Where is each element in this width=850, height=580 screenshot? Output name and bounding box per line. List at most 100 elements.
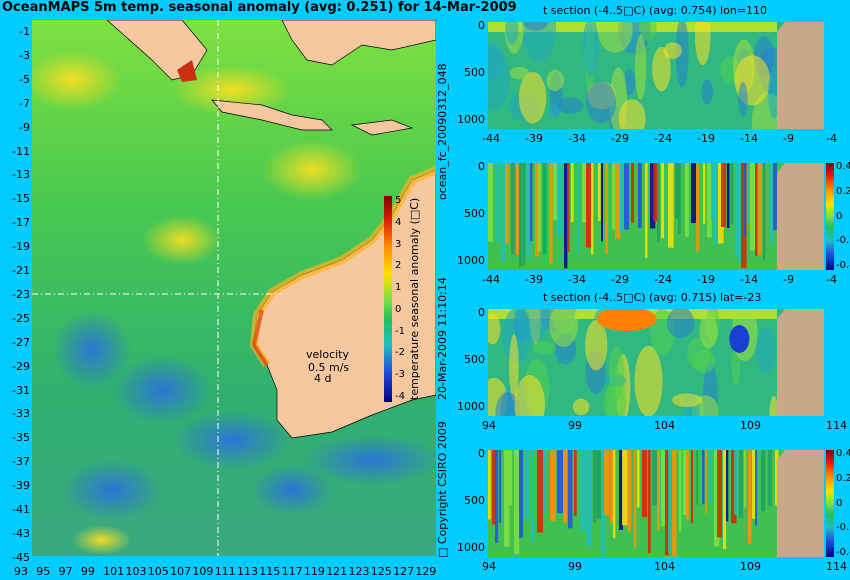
lon-tick-label: 109 xyxy=(192,565,214,578)
anomaly-colorbar-tick: 5 xyxy=(395,195,402,206)
velocity-colorbar-tick: 0.4 xyxy=(836,161,850,172)
velocity-colorbar-tick: 0 xyxy=(836,210,843,222)
section-land xyxy=(776,309,824,416)
lon-tick-label: 127 xyxy=(393,565,415,578)
section-x-tick: 99 xyxy=(568,419,582,432)
lon-tick-label: 93 xyxy=(14,565,28,578)
lat-tick-label: -9 xyxy=(19,120,30,134)
section-x-tick: -34 xyxy=(568,273,586,286)
section-plot xyxy=(488,450,824,557)
anomaly-colorbar-label: temperature seasonal anomaly (□C) xyxy=(408,197,421,400)
anomaly-colorbar-tick: 2 xyxy=(395,260,402,272)
anomaly-colorbar-tick: -2 xyxy=(395,347,405,359)
lat-tick-label: -27 xyxy=(12,335,30,349)
lon-tick-label: 103 xyxy=(125,565,147,578)
anomaly-colorbar-tick: 4 xyxy=(395,216,402,228)
copyright-label: □ Copyright CSIRO 2009 xyxy=(436,421,449,558)
lon-tick-label: 117 xyxy=(281,565,303,578)
anomaly-colorbar-tick: 0 xyxy=(395,303,402,315)
section-depth-tick: 0 xyxy=(478,160,485,173)
section-x-tick: -24 xyxy=(654,273,672,286)
lon-tick-label: 113 xyxy=(237,565,258,578)
lat-tick-label: -19 xyxy=(12,240,30,254)
section-plot xyxy=(488,22,824,129)
lat-tick-label: -39 xyxy=(12,479,30,493)
anomaly-map xyxy=(32,20,436,556)
lat-tick-label: -33 xyxy=(12,407,30,421)
lon-tick-label: 115 xyxy=(259,565,281,578)
velocity-colorbar xyxy=(826,450,834,557)
velocity-legend-unit: 4 d xyxy=(314,372,332,385)
lat-tick-label: -41 xyxy=(12,503,30,516)
anomaly-colorbar-tick: 3 xyxy=(395,238,402,250)
velocity-colorbar-tick: -0.2 xyxy=(836,235,850,247)
anomaly-colorbar-tick: -4 xyxy=(395,391,405,402)
section-x-tick: -29 xyxy=(611,273,629,286)
section-x-tick: 114 xyxy=(826,419,847,432)
section-x-tick: 104 xyxy=(654,419,675,432)
section-x-tick: -9 xyxy=(783,132,794,145)
section-x-tick: -24 xyxy=(654,132,672,145)
velocity-legend-speed: 0.5 m/s xyxy=(308,361,350,374)
borneo-land xyxy=(281,20,436,66)
lat-tick-label: -7 xyxy=(19,96,30,110)
velocity-colorbar-tick: -0.4 xyxy=(836,547,850,558)
velocity-legend-title: velocity xyxy=(306,348,349,361)
velocity-colorbar-tick: -0.4 xyxy=(836,260,850,271)
section-x-tick: 109 xyxy=(740,560,761,573)
section-x-tick: -44 xyxy=(482,132,500,145)
section-x-tick: 94 xyxy=(482,560,496,573)
section-title: t section (-4..5□C) (avg: 0.715) lat=-23 xyxy=(543,291,762,304)
section-depth-tick: 1000 xyxy=(457,254,485,267)
section-depth-tick: 0 xyxy=(478,306,485,319)
lon-tick-label: 123 xyxy=(348,565,370,578)
velocity-colorbar xyxy=(826,163,834,270)
section-x-tick: 104 xyxy=(654,560,675,573)
section-x-tick: -39 xyxy=(525,132,543,145)
section-x-tick: -19 xyxy=(697,273,715,286)
lat-tick-label: -35 xyxy=(12,431,30,445)
section-x-tick: -19 xyxy=(697,132,715,145)
section-depth-tick: 0 xyxy=(478,447,485,460)
anomaly-colorbar xyxy=(384,196,392,402)
section-land xyxy=(776,22,824,129)
lat-tick-label: -29 xyxy=(12,359,30,373)
lat-tick-label: -11 xyxy=(12,144,30,158)
section-x-tick: -34 xyxy=(568,132,586,145)
section-x-tick: 94 xyxy=(482,419,496,432)
lon-tick-label: 105 xyxy=(147,565,169,578)
section-land xyxy=(776,450,824,557)
lat-tick-label: -37 xyxy=(12,455,30,469)
section-title: t section (-4..5□C) (avg: 0.754) lon=110 xyxy=(543,4,768,17)
velocity-colorbar-tick: 0.2 xyxy=(836,185,850,197)
anomaly-colorbar-tick: -3 xyxy=(395,369,405,381)
section-x-tick: -14 xyxy=(740,273,758,286)
lat-tick-label: -25 xyxy=(12,311,30,325)
lon-tick-label: 101 xyxy=(103,565,125,578)
page-title: OceanMAPS 5m temp. seasonal anomaly (avg… xyxy=(2,0,517,15)
anomaly-colorbar-tick: 1 xyxy=(395,282,402,294)
section-x-tick: 114 xyxy=(826,560,847,573)
lon-tick-label: 99 xyxy=(80,565,95,578)
lon-tick-label: 95 xyxy=(36,565,51,578)
lon-tick-label: 111 xyxy=(214,565,236,578)
lat-tick-label: -31 xyxy=(12,383,30,397)
lat-tick-label: -1 xyxy=(19,25,30,38)
section-depth-tick: 500 xyxy=(464,66,485,79)
section-x-tick: -44 xyxy=(482,273,500,286)
section-plot xyxy=(488,163,824,270)
issue-date-label: 20-Mar-2009 11:10:14 xyxy=(436,277,449,400)
section-x-tick: 99 xyxy=(568,560,582,573)
lon-tick-label: 119 xyxy=(303,565,325,578)
section-x-tick: -14 xyxy=(740,132,758,145)
section-depth-tick: 1000 xyxy=(457,400,485,413)
lat-tick-label: -17 xyxy=(12,216,30,230)
section-x-tick: -9 xyxy=(783,273,794,286)
section-land xyxy=(776,163,824,270)
section-x-tick: -29 xyxy=(611,132,629,145)
section-depth-tick: 1000 xyxy=(457,113,485,126)
velocity-colorbar-tick: -0.2 xyxy=(836,522,850,534)
section-x-tick: -4 xyxy=(826,273,837,286)
section-x-tick: -4 xyxy=(826,132,837,145)
velocity-colorbar-tick: 0 xyxy=(836,497,843,509)
